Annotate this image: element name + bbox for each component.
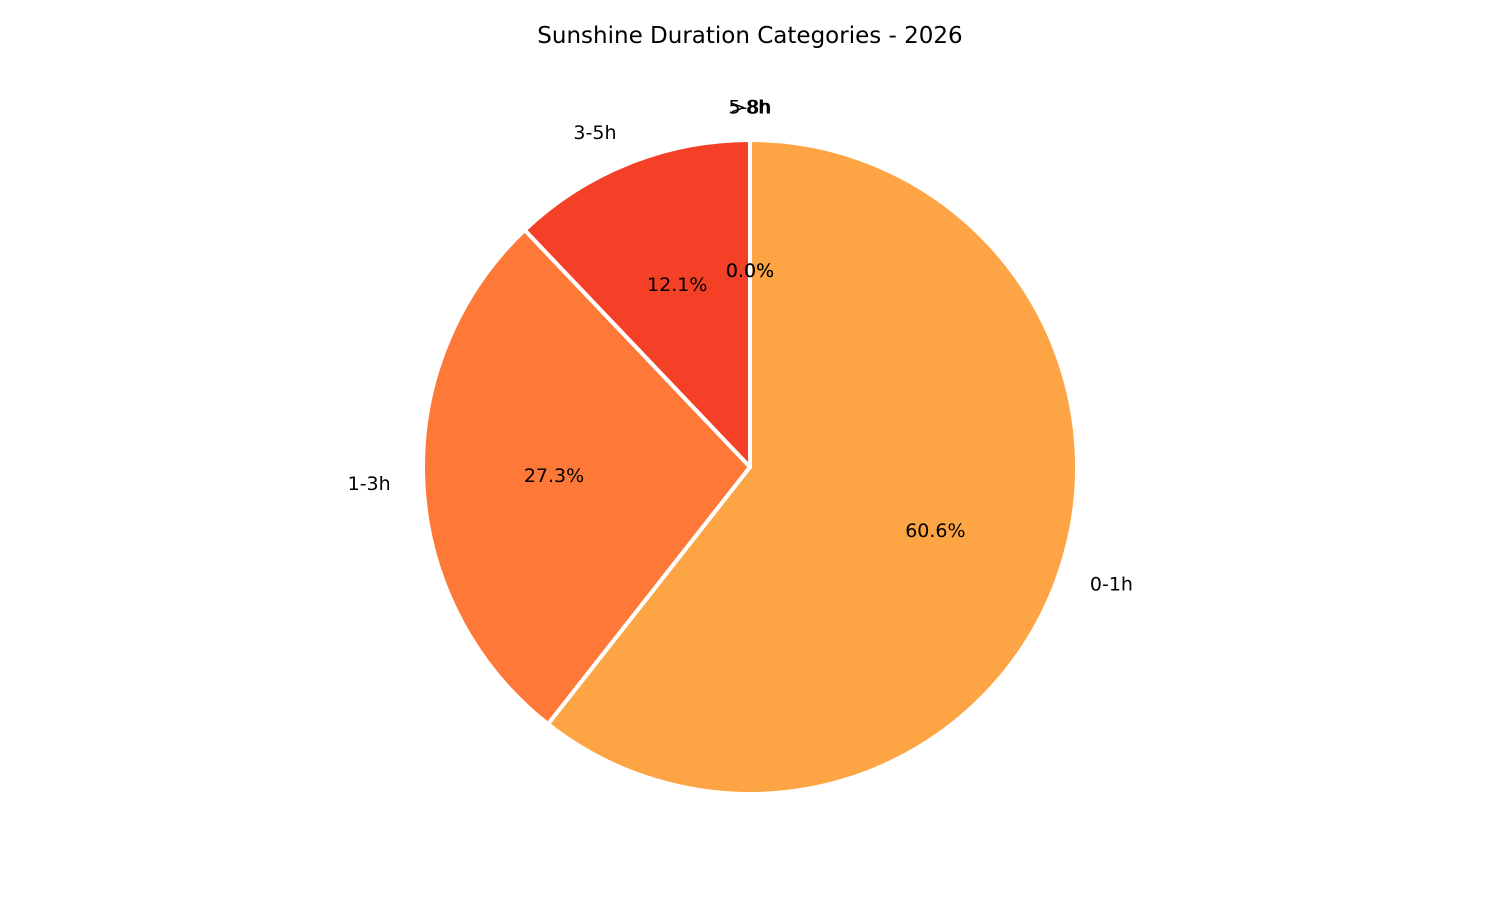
- slice-label-8h: >8h: [730, 96, 770, 118]
- pie-slice-1-3h: [421, 228, 752, 727]
- slice-label-0-1h: 0-1h: [1090, 574, 1133, 596]
- chart-title: Sunshine Duration Categories - 2026: [537, 23, 962, 49]
- slice-pct-1-3h: 27.3%: [524, 465, 584, 487]
- slice-label-5-8h: 5-8h: [728, 96, 771, 118]
- slice-label-3-5h: 3-5h: [573, 122, 616, 144]
- slice-pct-5-8h: 0.0%: [726, 260, 774, 282]
- slice-label-1-3h: 1-3h: [348, 473, 391, 495]
- slice-pct-8h: 0.0%: [726, 260, 774, 282]
- pie-slices: [421, 138, 1079, 796]
- pie-slice-3-5h: [522, 138, 752, 469]
- slice-pct-0-1h: 60.6%: [905, 520, 965, 542]
- pie-slice-0-1h: [545, 138, 1079, 796]
- slice-pct-3-5h: 12.1%: [647, 274, 707, 296]
